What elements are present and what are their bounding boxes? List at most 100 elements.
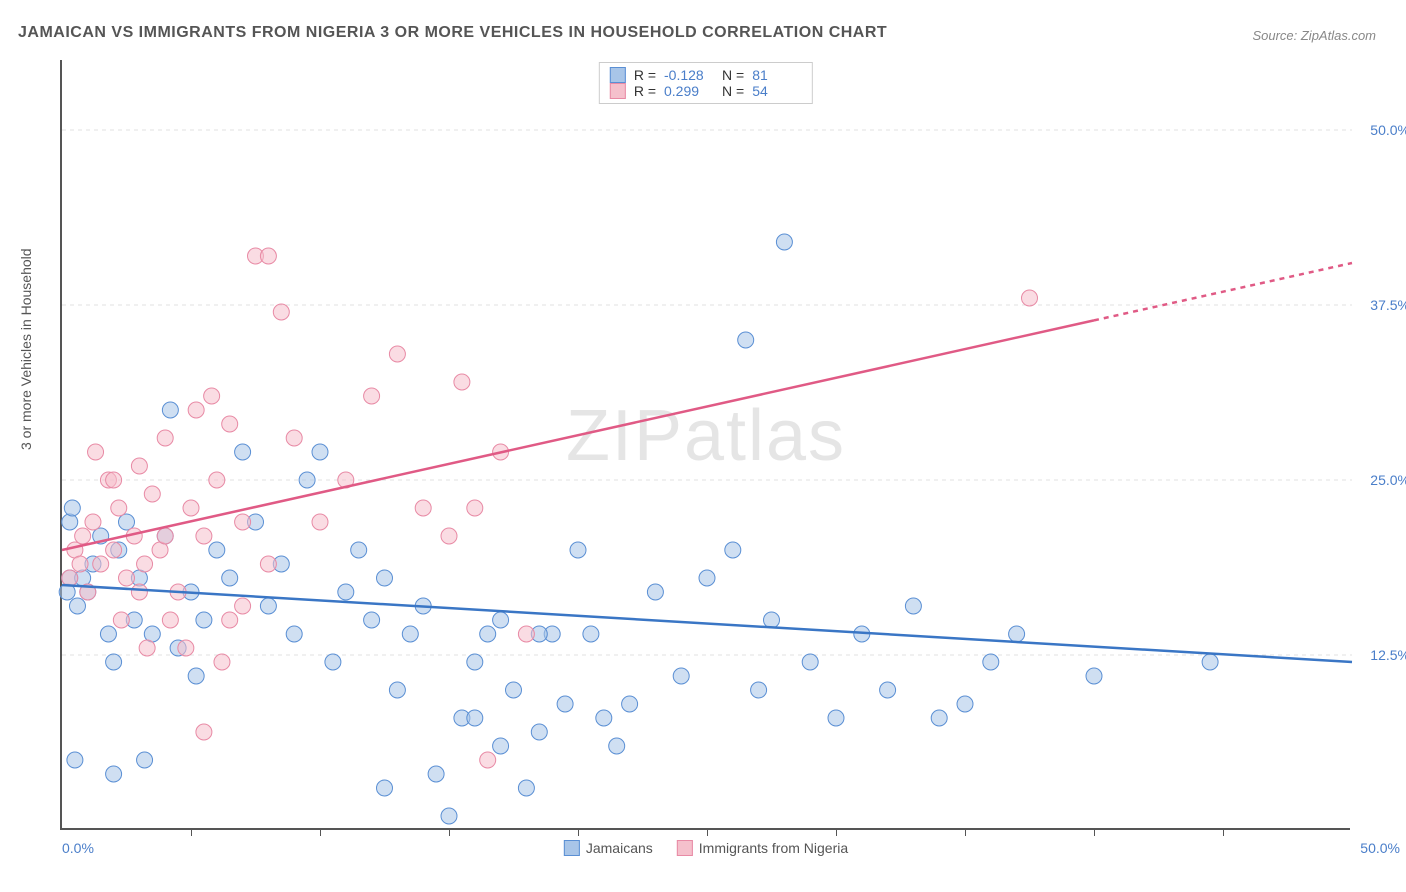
scatter-point <box>157 430 173 446</box>
scatter-point <box>338 584 354 600</box>
scatter-point <box>93 556 109 572</box>
scatter-point <box>325 654 341 670</box>
trend-line <box>62 585 1352 662</box>
chart-title: JAMAICAN VS IMMIGRANTS FROM NIGERIA 3 OR… <box>18 24 887 42</box>
stats-n-label: N = <box>722 83 744 99</box>
scatter-point <box>162 402 178 418</box>
y-tick-label: 12.5% <box>1370 647 1406 663</box>
scatter-point <box>204 388 220 404</box>
scatter-point <box>454 374 470 390</box>
scatter-point <box>235 598 251 614</box>
scatter-point <box>480 626 496 642</box>
scatter-point <box>312 514 328 530</box>
scatter-point <box>144 486 160 502</box>
x-axis-min-label: 0.0% <box>62 840 94 856</box>
scatter-point <box>137 752 153 768</box>
x-tick <box>449 828 450 836</box>
scatter-point <box>196 724 212 740</box>
scatter-point <box>673 668 689 684</box>
scatter-point <box>647 584 663 600</box>
stats-r-label: R = <box>634 67 656 83</box>
y-tick-label: 25.0% <box>1370 472 1406 488</box>
scatter-point <box>1009 626 1025 642</box>
scatter-point <box>493 612 509 628</box>
plot-area: ZIPatlas R =-0.128N =81R =0.299N =54 Jam… <box>60 60 1350 830</box>
scatter-point <box>62 570 78 586</box>
scatter-point <box>69 598 85 614</box>
legend-swatch <box>677 840 693 856</box>
scatter-point <box>139 640 155 656</box>
scatter-point <box>389 346 405 362</box>
scatter-point <box>415 500 431 516</box>
scatter-point <box>85 514 101 530</box>
stats-row: R = -0.128 N = 81 <box>610 67 802 83</box>
scatter-point <box>222 570 238 586</box>
legend-item: Immigrants from Nigeria <box>677 840 848 856</box>
scatter-point <box>196 528 212 544</box>
scatter-point <box>286 626 302 642</box>
y-tick-label: 37.5% <box>1370 297 1406 313</box>
chart-container: JAMAICAN VS IMMIGRANTS FROM NIGERIA 3 OR… <box>0 0 1406 892</box>
scatter-point <box>209 472 225 488</box>
scatter-point <box>111 500 127 516</box>
scatter-point <box>131 584 147 600</box>
stats-n-label: N = <box>722 67 744 83</box>
scatter-point <box>880 682 896 698</box>
scatter-point <box>75 528 91 544</box>
scatter-point <box>493 738 509 754</box>
scatter-point <box>113 612 129 628</box>
legend-label: Immigrants from Nigeria <box>699 840 848 856</box>
x-axis-max-label: 50.0% <box>1360 840 1400 856</box>
scatter-point <box>738 332 754 348</box>
x-tick <box>707 828 708 836</box>
scatter-point <box>931 710 947 726</box>
scatter-point <box>209 542 225 558</box>
scatter-point <box>106 472 122 488</box>
scatter-point <box>441 528 457 544</box>
x-tick <box>1094 828 1095 836</box>
scatter-point <box>88 444 104 460</box>
scatter-point <box>64 500 80 516</box>
scatter-point <box>570 542 586 558</box>
scatter-point <box>467 654 483 670</box>
scatter-point <box>905 598 921 614</box>
scatter-point <box>622 696 638 712</box>
scatter-point <box>222 416 238 432</box>
scatter-point <box>699 570 715 586</box>
stats-n-value: 81 <box>752 67 802 83</box>
legend-item: Jamaicans <box>564 840 653 856</box>
scatter-point <box>377 780 393 796</box>
stats-r-value: -0.128 <box>664 67 714 83</box>
scatter-point <box>1202 654 1218 670</box>
scatter-point <box>131 458 147 474</box>
stats-legend-box: R = -0.128 N = 81R = 0.299 N = 54 <box>599 62 813 104</box>
scatter-plot-svg <box>62 60 1350 828</box>
legend-label: Jamaicans <box>586 840 653 856</box>
scatter-point <box>751 682 767 698</box>
scatter-point <box>260 248 276 264</box>
scatter-point <box>351 542 367 558</box>
scatter-point <box>286 430 302 446</box>
stats-n-value: 54 <box>752 83 802 99</box>
scatter-point <box>67 752 83 768</box>
scatter-point <box>377 570 393 586</box>
scatter-point <box>72 556 88 572</box>
scatter-point <box>196 612 212 628</box>
scatter-point <box>467 710 483 726</box>
x-tick <box>1223 828 1224 836</box>
x-tick <box>191 828 192 836</box>
scatter-point <box>428 766 444 782</box>
scatter-point <box>802 654 818 670</box>
stats-r-value: 0.299 <box>664 83 714 99</box>
scatter-point <box>273 304 289 320</box>
source-attribution: Source: ZipAtlas.com <box>1252 28 1376 43</box>
x-tick <box>578 828 579 836</box>
scatter-point <box>62 514 78 530</box>
scatter-point <box>106 766 122 782</box>
scatter-point <box>100 626 116 642</box>
scatter-point <box>776 234 792 250</box>
trend-line-dashed <box>1094 263 1352 320</box>
x-tick <box>965 828 966 836</box>
scatter-point <box>389 682 405 698</box>
scatter-point <box>583 626 599 642</box>
